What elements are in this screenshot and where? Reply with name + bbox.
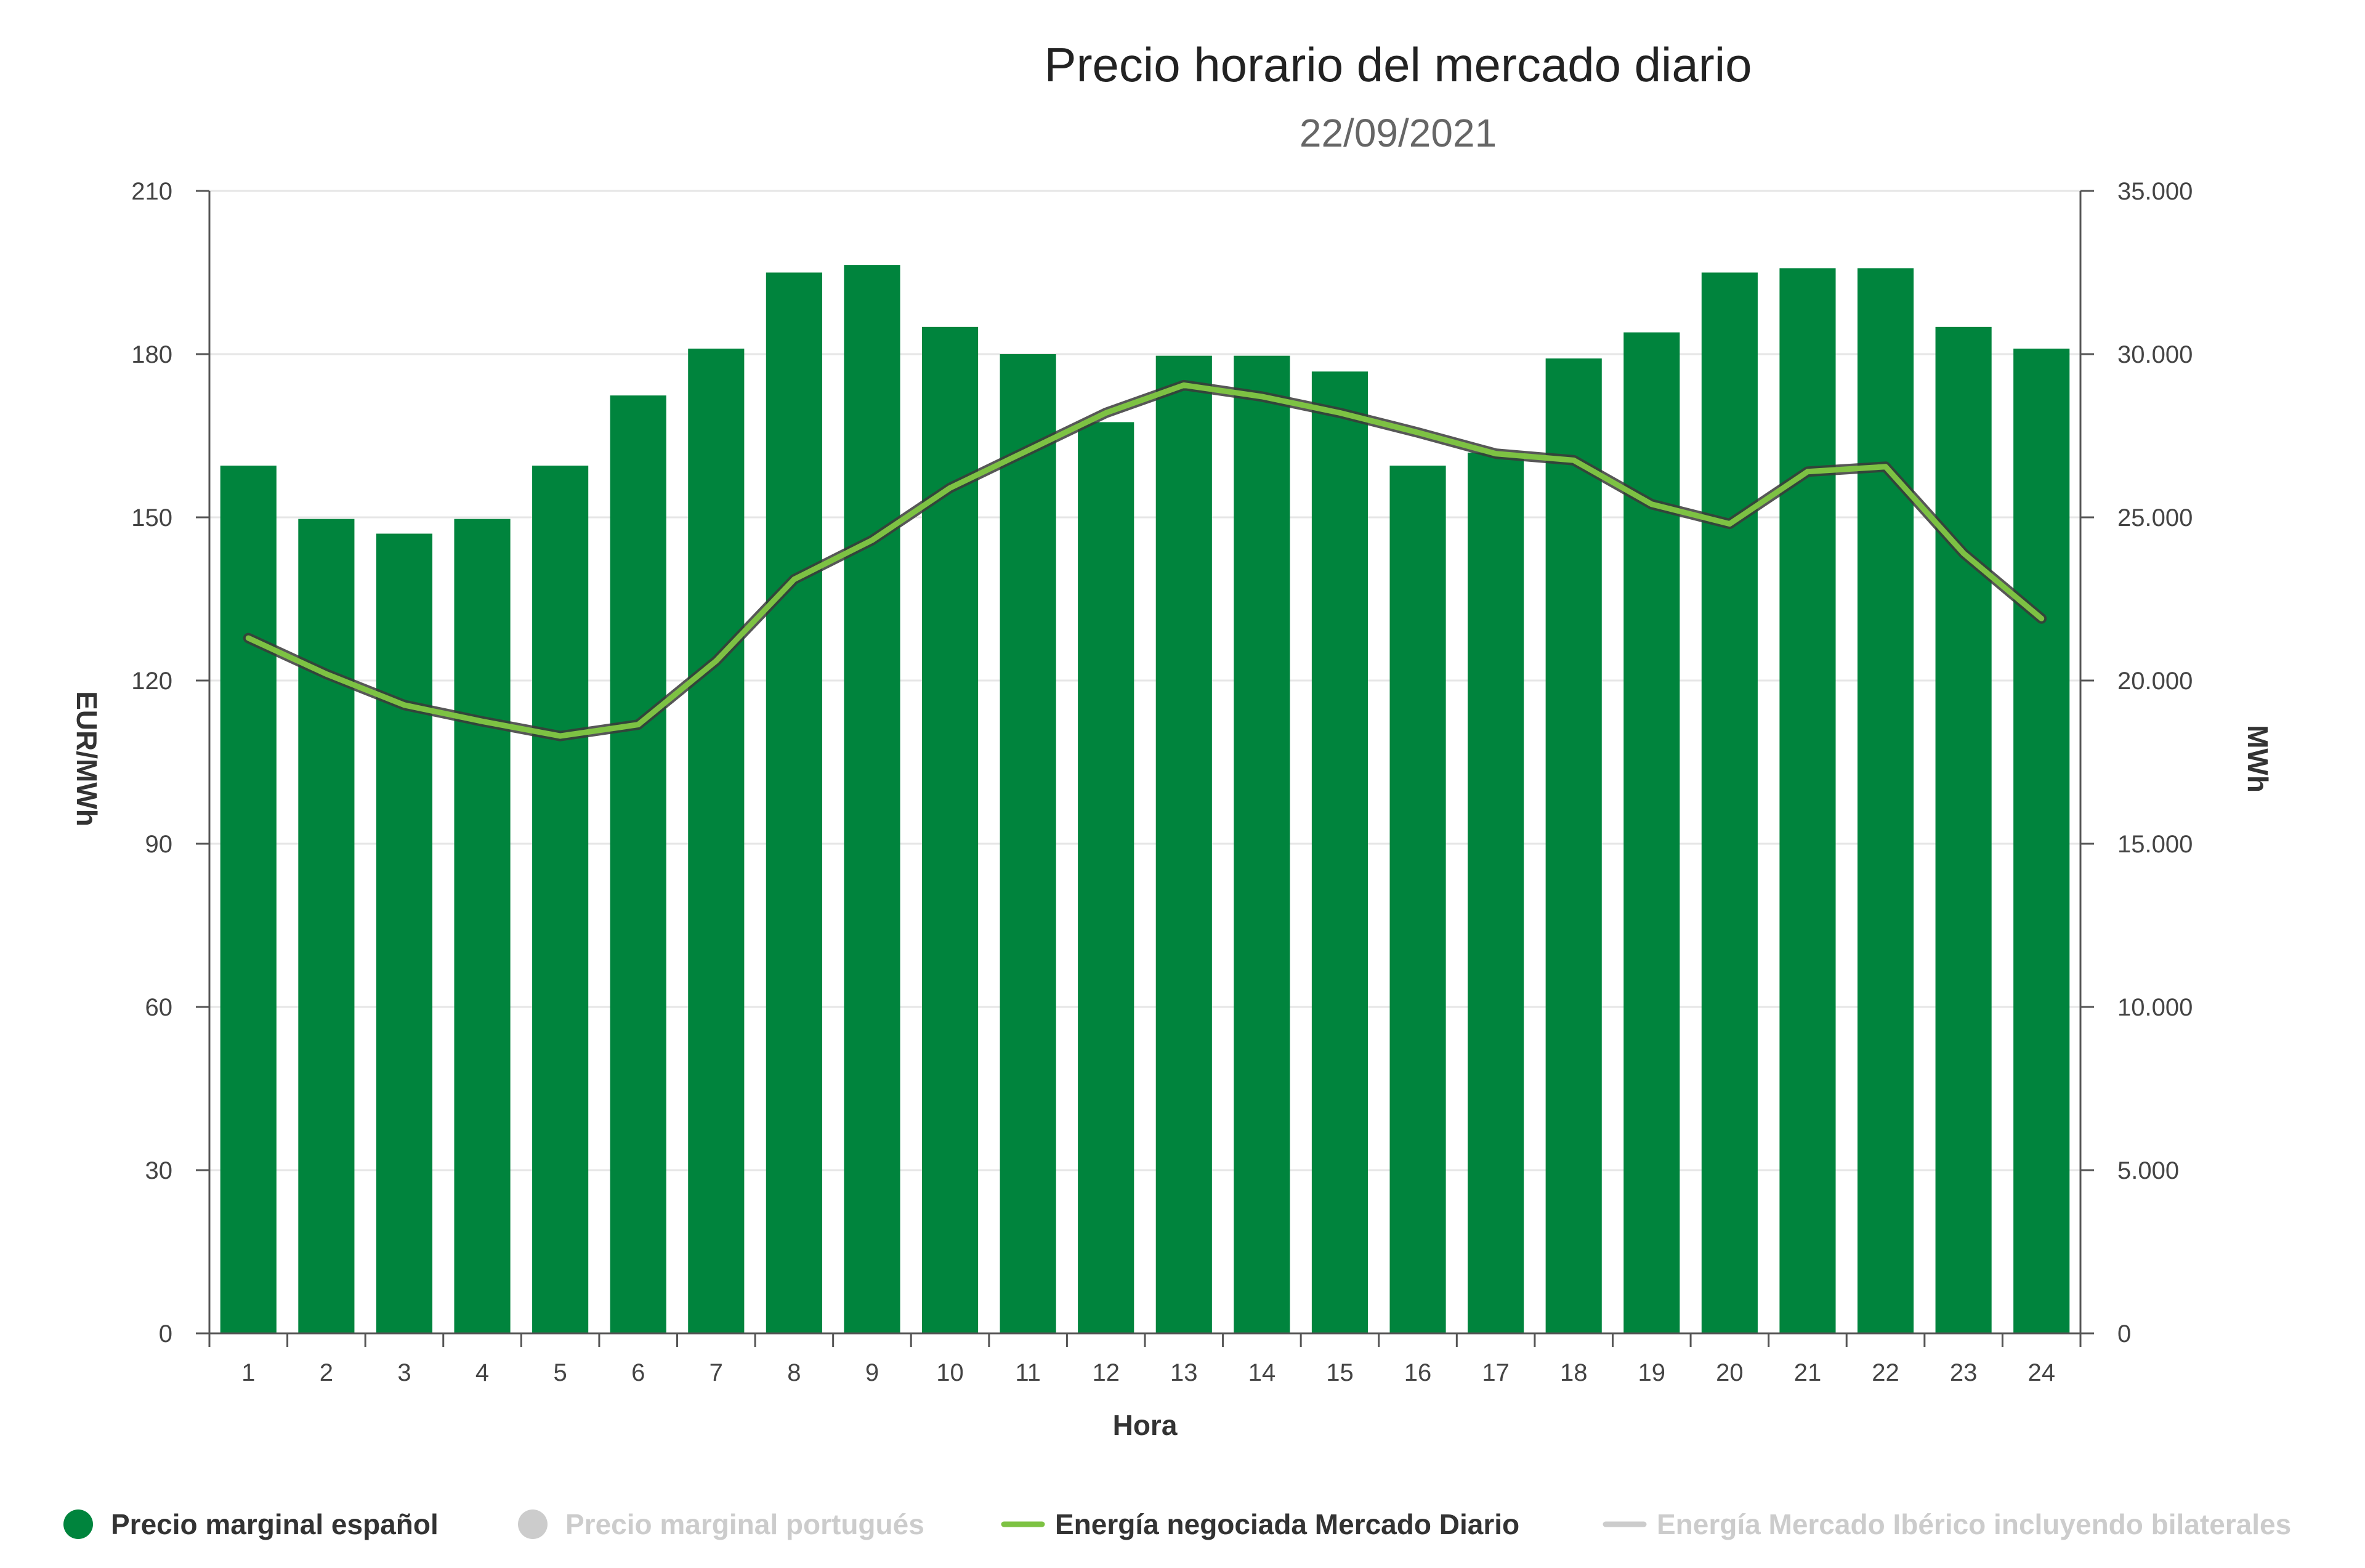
bar — [1078, 422, 1134, 1333]
x-ticks: 1 2 3 4 5 6 7 8 9 10 11 12 13 14 15 16 17 18 19 20 21 22 23 24 — [208, 1333, 2082, 1386]
bar — [220, 466, 277, 1334]
x-tick-label: 4 — [475, 1359, 489, 1386]
bar — [532, 466, 589, 1334]
y-left-tick-label: 60 — [145, 994, 173, 1021]
x-tick-label: 17 — [1482, 1359, 1510, 1386]
x-tick-label: 2 — [320, 1359, 333, 1386]
bar — [1857, 268, 1914, 1333]
y-right-tick-label: 0 — [2117, 1320, 2131, 1348]
x-tick-label: 18 — [1560, 1359, 1588, 1386]
y-left-tick-label: 0 — [159, 1320, 172, 1348]
y-left-tick-label: 180 — [131, 341, 172, 368]
y-right-tick-label: 10.000 — [2117, 994, 2193, 1021]
legend-marker-circle — [518, 1509, 548, 1539]
bar — [454, 519, 511, 1333]
y-left-tick-label: 90 — [145, 831, 173, 858]
bar — [1935, 326, 1992, 1334]
x-tick-label: 3 — [397, 1359, 411, 1386]
series-line — [245, 382, 2045, 739]
bar — [1545, 358, 1602, 1333]
bar — [610, 395, 666, 1334]
x-tick-label: 7 — [710, 1359, 723, 1386]
line-group — [243, 379, 2047, 742]
legend-marker-circle — [63, 1509, 93, 1539]
bar — [298, 519, 355, 1333]
bar — [1623, 332, 1680, 1333]
y-left-axis-title: EUR/MWh — [71, 691, 103, 826]
bar — [376, 533, 433, 1333]
x-tick-label: 22 — [1872, 1359, 1899, 1386]
x-tick-label: 14 — [1248, 1359, 1276, 1386]
legend-item-label: Precio marginal portugués — [565, 1508, 924, 1540]
x-tick-label: 12 — [1092, 1359, 1120, 1386]
series-line-shadow — [243, 379, 2047, 742]
x-tick-label: 24 — [2027, 1359, 2055, 1386]
y-right-tick-label: 25.000 — [2117, 504, 2193, 531]
y-right-tick-label: 30.000 — [2117, 341, 2193, 368]
x-tick-label: 16 — [1404, 1359, 1432, 1386]
bar — [1701, 272, 1758, 1333]
y-left-tick-label: 30 — [145, 1157, 173, 1184]
x-tick-label: 23 — [1950, 1359, 1978, 1386]
grid-lines — [209, 190, 2080, 1171]
bar — [1234, 355, 1290, 1333]
y-right-tick-label: 15.000 — [2117, 831, 2193, 858]
bar — [766, 272, 822, 1333]
legend: Precio marginal español Precio marginal p… — [63, 1508, 2291, 1540]
x-tick-label: 9 — [865, 1359, 879, 1386]
chart-subtitle: 22/09/2021 — [1300, 111, 1497, 155]
x-tick-label: 6 — [631, 1359, 645, 1386]
y-right-tick-label: 20.000 — [2117, 668, 2193, 695]
legend-item-label: Precio marginal español — [111, 1508, 439, 1540]
legend-item-label: Energía Mercado Ibérico incluyendo bilat… — [1657, 1508, 2291, 1540]
x-tick-label: 13 — [1170, 1359, 1198, 1386]
bar — [688, 349, 745, 1333]
y-right-axis-title: MWh — [2242, 725, 2274, 793]
x-tick-label: 20 — [1716, 1359, 1744, 1386]
y-left-tick-label: 120 — [131, 668, 172, 695]
y-left-tick-label: 150 — [131, 504, 172, 531]
bar — [1468, 452, 1524, 1334]
bars-group — [220, 265, 2070, 1334]
x-tick-label: 15 — [1326, 1359, 1354, 1386]
bar — [1000, 354, 1056, 1333]
y-right-tick-label: 35.000 — [2117, 178, 2193, 205]
chart-title: Precio horario del mercado diario — [1045, 38, 1752, 92]
bar — [2013, 349, 2070, 1333]
y-right-ticks: 0 5.000 10.000 15.000 20.000 25.000 30.000 35.0… — [2080, 178, 2193, 1348]
x-tick-label: 1 — [241, 1359, 255, 1386]
bar — [1155, 355, 1212, 1333]
x-tick-label: 8 — [787, 1359, 801, 1386]
bar — [1389, 466, 1446, 1334]
bar — [844, 265, 900, 1334]
bar — [1779, 268, 1836, 1333]
y-left-ticks: 0 30 60 90 120 150 180 210 — [131, 178, 209, 1348]
x-tick-label: 5 — [554, 1359, 567, 1386]
x-tick-label: 10 — [936, 1359, 964, 1386]
y-right-tick-label: 5.000 — [2117, 1157, 2179, 1184]
legend-item-label: Energía negociada Mercado Diario — [1055, 1508, 1519, 1540]
x-tick-label: 11 — [1015, 1359, 1041, 1386]
x-tick-label: 19 — [1638, 1359, 1666, 1386]
x-tick-label: 21 — [1794, 1359, 1822, 1386]
y-left-tick-label: 210 — [131, 178, 172, 205]
bar — [1311, 371, 1368, 1334]
x-axis-title: Hora — [1113, 1409, 1178, 1441]
